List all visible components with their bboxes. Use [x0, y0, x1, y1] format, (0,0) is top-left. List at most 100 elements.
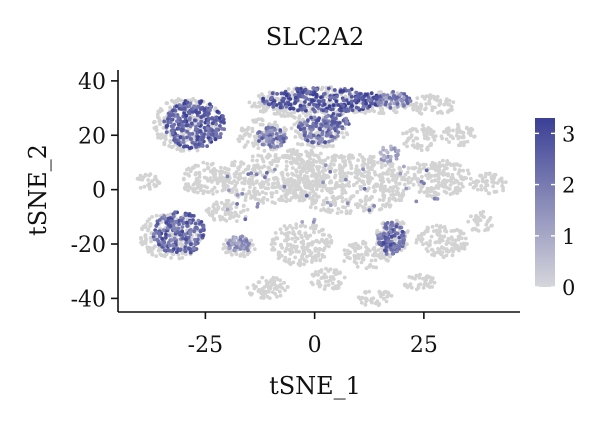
cell-point [383, 248, 387, 253]
cell-point-background [220, 175, 225, 180]
cell-point-background [395, 175, 399, 180]
cell-point-sparse [255, 204, 260, 209]
cell-point-background [229, 181, 234, 185]
cell-point [304, 91, 309, 96]
cell-point-background [367, 289, 372, 294]
cell-point-background [286, 182, 291, 187]
cell-point-background [414, 101, 419, 105]
cell-point-background [424, 102, 429, 106]
cell-point-background [462, 140, 467, 145]
cell-point-background [303, 175, 307, 180]
cell-point-background [349, 163, 353, 168]
cell-point-background [259, 154, 264, 159]
cell-point [306, 134, 311, 139]
cell-point-background [140, 226, 144, 231]
cell-point-background [277, 197, 281, 202]
cell-point-sparse [323, 163, 328, 168]
cell-point-background [329, 162, 333, 167]
cell-point-background [309, 280, 314, 285]
cell-point-background [268, 160, 273, 165]
cell-point [271, 105, 276, 109]
cell-point [166, 117, 170, 121]
cell-point-background [138, 173, 143, 178]
cell-point [405, 101, 410, 105]
cell-point-background [442, 225, 447, 229]
cell-point [344, 88, 349, 93]
cell-point-background [310, 255, 315, 260]
cell-point-background [270, 239, 275, 244]
cell-point-background [307, 248, 312, 253]
cell-point [201, 234, 205, 238]
cell-point-background [417, 166, 422, 171]
cell-point-background [283, 108, 288, 113]
cell-point-background [439, 134, 444, 139]
cell-point-background [263, 291, 268, 295]
cell-point-background [330, 281, 335, 286]
cell-point-background [406, 166, 411, 171]
cell-point [305, 123, 310, 128]
cell-point [309, 124, 314, 129]
cell-point-background [470, 127, 475, 132]
cell-point-background [479, 184, 484, 188]
cell-point-background [354, 246, 359, 250]
cell-point-sparse [256, 202, 260, 206]
cell-point-background [385, 294, 389, 299]
cell-point-background [295, 244, 299, 249]
cell-point-background [193, 172, 198, 177]
cell-point [172, 236, 177, 241]
cell-point [378, 150, 383, 155]
cell-point-background [328, 275, 333, 279]
cell-point-background [379, 165, 384, 170]
cell-point-background [401, 131, 405, 136]
cell-point-background [216, 205, 221, 210]
cell-point [369, 91, 374, 96]
cell-point [395, 231, 400, 236]
cell-point [189, 145, 194, 150]
cell-point-background [447, 187, 452, 191]
cell-point-background [260, 289, 264, 294]
cell-point-background [418, 163, 422, 168]
cell-point-background [301, 239, 306, 243]
cell-point [310, 98, 314, 102]
cell-point [397, 239, 402, 244]
cell-point [185, 220, 189, 225]
cell-point-background [344, 197, 348, 202]
cell-point-background [370, 194, 374, 199]
cell-point [174, 104, 179, 108]
cell-point-background [314, 198, 319, 203]
cell-point-background [238, 134, 243, 139]
cell-point-background [254, 104, 259, 109]
cell-point [394, 224, 399, 229]
cell-point-background [426, 249, 430, 254]
cell-point-background [378, 111, 383, 115]
cell-point-background [285, 198, 290, 202]
cell-point [168, 224, 173, 229]
cell-point-background [214, 200, 219, 205]
cell-point [180, 127, 185, 132]
cell-point-background [429, 174, 434, 178]
cell-point-background [168, 139, 173, 143]
cell-point-background [417, 190, 422, 194]
cell-point-background [322, 287, 327, 291]
cell-point-background [309, 143, 314, 148]
cell-point [324, 114, 329, 119]
cell-point [396, 152, 400, 157]
cell-point [329, 134, 334, 139]
cell-point [173, 227, 178, 231]
cell-point-background [260, 184, 265, 189]
cell-point-background [320, 188, 324, 193]
cell-point-background [445, 178, 450, 183]
cell-point [298, 103, 303, 108]
cell-point [293, 100, 298, 105]
cell-point-background [327, 166, 331, 171]
cell-point-background [354, 167, 359, 171]
cell-point-background [425, 282, 430, 287]
colorbar-tick-label: 3 [562, 122, 575, 146]
cell-point-background [142, 184, 147, 189]
cell-point-background [468, 182, 473, 187]
cell-point-background [211, 192, 215, 196]
cell-point-background [282, 224, 287, 228]
cell-point-background [355, 189, 360, 194]
